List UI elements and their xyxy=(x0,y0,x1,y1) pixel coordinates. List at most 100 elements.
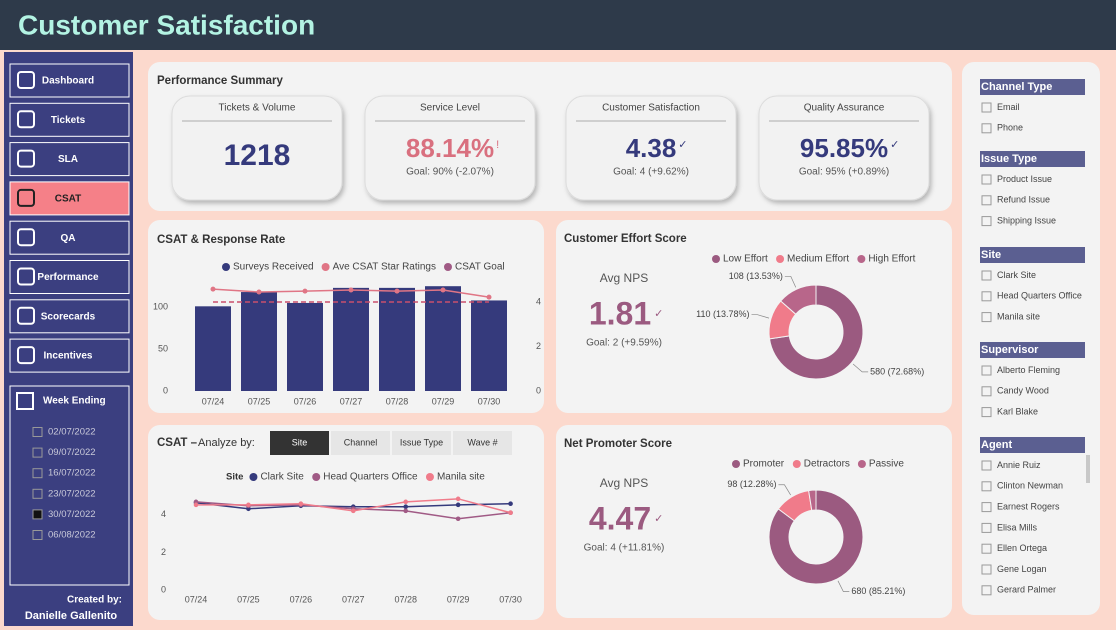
legend-label: Detractors xyxy=(804,459,850,470)
legend-marker xyxy=(321,263,330,271)
filter-checkbox[interactable] xyxy=(981,216,992,227)
analyze-button[interactable] xyxy=(331,431,390,455)
x-tick-label: 07/26 xyxy=(290,594,313,604)
nav-icon xyxy=(17,71,35,89)
legend-marker xyxy=(732,460,740,468)
week-option: 16/07/2022 xyxy=(48,468,96,479)
filter-checkbox[interactable] xyxy=(981,407,992,418)
kpi-value: 95.85% xyxy=(800,133,888,163)
nav-button[interactable] xyxy=(9,220,130,255)
filter-option: Ellen Ortega xyxy=(997,543,1047,553)
donut-slice xyxy=(768,489,864,585)
filter-checkbox[interactable] xyxy=(981,543,992,554)
legend-label: CSAT Goal xyxy=(455,262,505,273)
credit-label: Created by: xyxy=(67,595,122,606)
donut-slice xyxy=(808,489,817,511)
filter-checkbox[interactable] xyxy=(981,102,992,113)
week-checkbox[interactable] xyxy=(32,427,43,437)
legend-marker xyxy=(792,460,801,468)
nav-icon xyxy=(17,110,35,129)
nav-button[interactable] xyxy=(9,181,130,216)
filter-checkbox[interactable] xyxy=(981,195,992,206)
analyze-button-label: Issue Type xyxy=(400,437,443,447)
panel xyxy=(148,62,952,211)
kpi-value: 88.14% xyxy=(406,133,494,163)
x-tick-label: 07/28 xyxy=(386,396,409,406)
panel-title: CSAT – xyxy=(157,437,198,449)
filter-checkbox[interactable] xyxy=(981,460,992,471)
x-tick-label: 07/30 xyxy=(499,594,522,604)
point xyxy=(348,287,354,293)
analyze-button[interactable] xyxy=(453,431,512,455)
y-tick-label: 0 xyxy=(163,385,168,395)
nav-label: Dashboard xyxy=(42,76,94,87)
bar xyxy=(241,292,277,391)
filter-title: Agent xyxy=(981,439,1013,451)
filter-checkbox[interactable] xyxy=(981,564,992,575)
filter-checkbox[interactable] xyxy=(981,386,992,397)
filter-checkbox[interactable] xyxy=(981,522,992,533)
x-tick-label: 07/24 xyxy=(202,396,225,406)
week-option: 02/07/2022 xyxy=(48,427,96,438)
value-label: 98 (12.28%) xyxy=(727,479,776,489)
week-checkbox[interactable] xyxy=(32,447,43,458)
nav-button[interactable] xyxy=(9,299,130,334)
point xyxy=(256,289,262,295)
filter-header xyxy=(980,437,1085,453)
filter-checkbox[interactable] xyxy=(981,585,992,596)
legend-label: Clark Site xyxy=(260,472,304,483)
nav-button[interactable] xyxy=(9,260,130,294)
filter-checkbox[interactable] xyxy=(981,174,992,185)
legend-marker xyxy=(712,255,720,263)
filter-option: Refund Issue xyxy=(997,195,1050,205)
nav-icon xyxy=(17,306,35,325)
point xyxy=(210,286,216,292)
kpi-goal: Goal: 95% (+0.89%) xyxy=(799,167,889,178)
nav-button[interactable] xyxy=(9,338,130,373)
leader-line xyxy=(751,314,770,319)
bar xyxy=(471,300,507,391)
nav-button[interactable] xyxy=(9,63,130,98)
week-checkbox[interactable] xyxy=(32,509,43,520)
legend-marker xyxy=(425,473,434,481)
point xyxy=(403,499,409,505)
panel xyxy=(962,62,1100,615)
filter-option: Product Issue xyxy=(997,174,1052,184)
week-checkbox[interactable] xyxy=(32,530,43,540)
analyze-button-label: Channel xyxy=(344,437,378,447)
leader-line xyxy=(837,580,850,592)
week-checkbox[interactable] xyxy=(32,488,43,499)
analyze-button[interactable] xyxy=(270,431,329,455)
filter-checkbox[interactable] xyxy=(981,502,992,513)
panel-title: Performance Summary xyxy=(157,75,284,87)
legend-marker xyxy=(222,263,230,271)
kpi-status: ✓ xyxy=(654,513,663,525)
week-checkbox[interactable] xyxy=(32,468,43,479)
nav-button[interactable] xyxy=(9,142,130,177)
kpi-label: Avg NPS xyxy=(600,476,648,490)
filter-checkbox[interactable] xyxy=(981,481,992,492)
filter-option: Gerard Palmer xyxy=(997,585,1056,595)
kpi-card-title: Service Level xyxy=(420,103,480,114)
nav-icon xyxy=(17,267,35,286)
filter-option: Annie Ruiz xyxy=(997,460,1041,470)
kpi-value: 1218 xyxy=(224,139,291,172)
nav-button[interactable] xyxy=(9,102,130,137)
filter-title: Issue Type xyxy=(981,153,1037,165)
filter-option: Alberto Fleming xyxy=(997,365,1060,375)
filter-checkbox[interactable] xyxy=(981,123,992,134)
filter-checkbox[interactable] xyxy=(981,270,992,281)
legend-marker xyxy=(857,460,866,468)
nav-label: Performance xyxy=(37,272,99,283)
point xyxy=(403,504,409,510)
kpi-value: 4.47 xyxy=(589,500,651,536)
filter-checkbox[interactable] xyxy=(981,365,992,376)
week-option: 30/07/2022 xyxy=(48,509,96,520)
filter-checkbox[interactable] xyxy=(981,312,992,323)
analyze-button-label: Site xyxy=(292,437,308,447)
kpi-card-title: Customer Satisfaction xyxy=(602,103,700,114)
analyze-button-label: Wave # xyxy=(467,437,497,447)
legend-label: Ave CSAT Star Ratings xyxy=(333,262,436,273)
filter-checkbox[interactable] xyxy=(981,291,992,302)
analyze-button[interactable] xyxy=(392,431,451,455)
